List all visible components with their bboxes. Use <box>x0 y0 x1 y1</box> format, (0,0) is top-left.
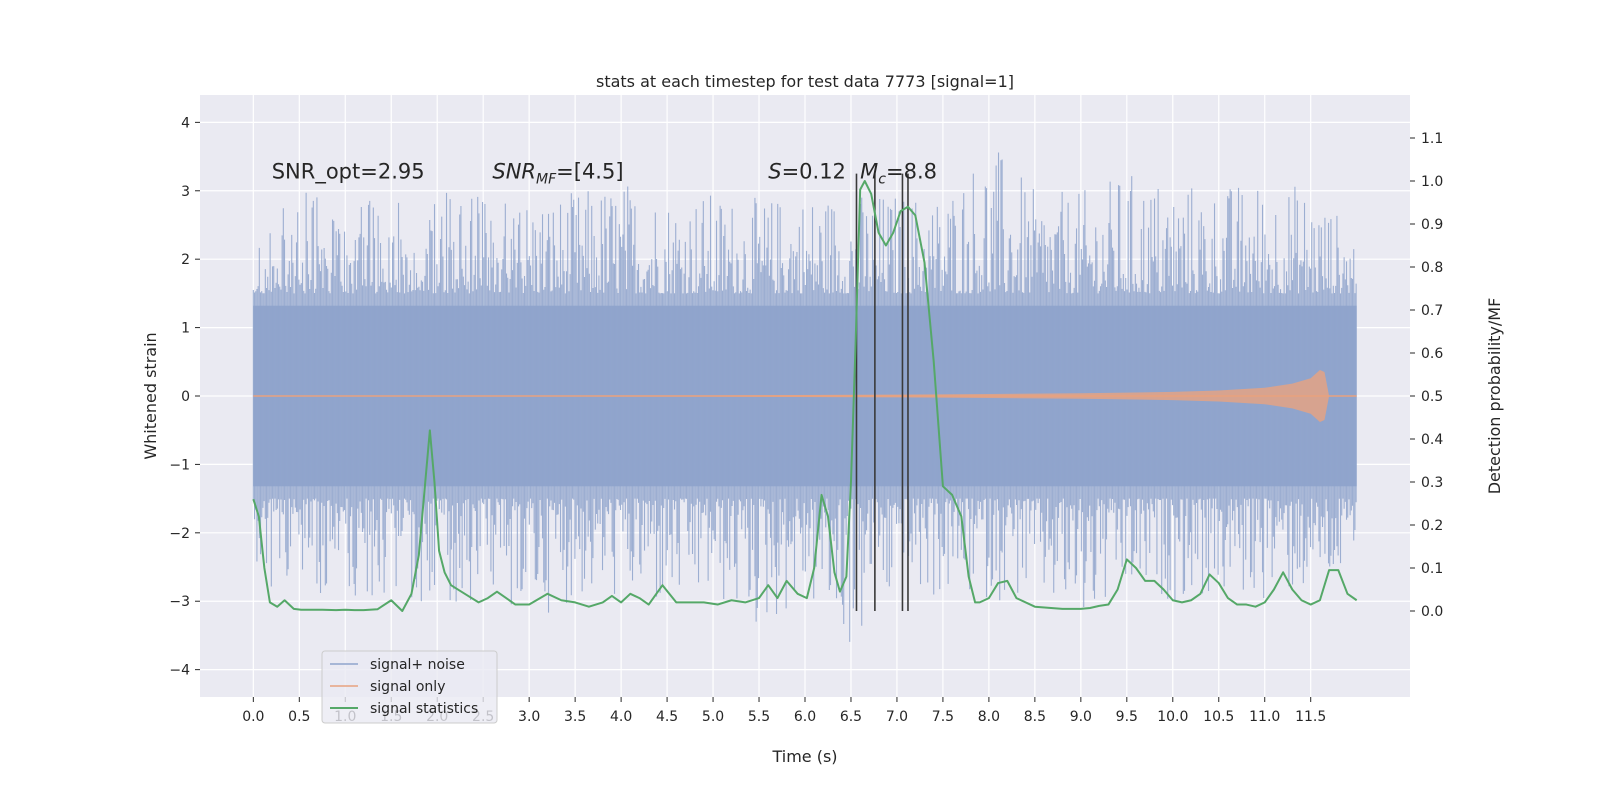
right-tick-label-7: 0.7 <box>1421 303 1443 319</box>
y-tick-label-4: 0 <box>181 389 190 405</box>
right-tick-label-4: 0.4 <box>1421 432 1443 448</box>
y-tick-label-2: −2 <box>169 526 190 542</box>
x-tick-label-9: 4.5 <box>656 709 678 725</box>
y-tick-label-5: 1 <box>181 321 190 337</box>
right-tick-label-10: 1.0 <box>1421 174 1443 190</box>
annotation-3: Mc=8.8 <box>860 159 937 187</box>
legend: signal+ noise signal only signal statist… <box>321 650 498 724</box>
right-tick-label-11: 1.1 <box>1421 131 1443 147</box>
x-tick-label-20: 10.0 <box>1157 709 1188 725</box>
legend-label-signal-noise: signal+ noise <box>370 657 465 673</box>
legend-label-signal-statistics: signal statistics <box>370 701 478 717</box>
x-axis-label: Time (s) <box>771 747 837 766</box>
y-tick-label-1: −3 <box>169 594 190 610</box>
y-tick-label-3: −1 <box>169 457 190 473</box>
signal-only-layer <box>253 370 1357 422</box>
y-tick-label-8: 4 <box>181 115 190 131</box>
annotations: SNR_opt=2.95 SNRMF=[4.5] S=0.12 Mc=8.8 <box>272 159 937 187</box>
annotation-2: S=0.12 <box>768 159 846 183</box>
right-axis-label: Detection probability/MF <box>1485 298 1504 495</box>
y-axis-label: Whitened strain <box>141 332 160 459</box>
y-tick-label-0: −4 <box>169 663 190 679</box>
y-tick-label-6: 2 <box>181 252 190 268</box>
right-tick-label-3: 0.3 <box>1421 475 1443 491</box>
series-signal-noise <box>252 152 1357 642</box>
x-tick-label-19: 9.5 <box>1116 709 1138 725</box>
annotation-1: SNRMF=[4.5] <box>492 159 623 187</box>
x-tick-label-21: 10.5 <box>1203 709 1234 725</box>
right-axis-ticks: 0.0 0.1 0.2 0.3 0.4 0.5 0.6 0.7 0.8 0.9 1.0 1.1 <box>1410 131 1443 620</box>
x-tick-label-0: 0.0 <box>242 709 264 725</box>
x-tick-label-8: 4.0 <box>610 709 632 725</box>
x-tick-label-17: 8.5 <box>1024 709 1046 725</box>
x-tick-label-23: 11.5 <box>1295 709 1326 725</box>
x-tick-label-11: 5.5 <box>748 709 770 725</box>
noise-layer <box>252 152 1357 642</box>
x-tick-label-6: 3.0 <box>518 709 540 725</box>
right-tick-label-1: 0.1 <box>1421 561 1443 577</box>
right-tick-label-6: 0.6 <box>1421 346 1443 362</box>
y-axis-ticks: −4 −3 −2 −1 0 1 2 3 4 <box>169 115 200 679</box>
x-tick-label-22: 11.0 <box>1249 709 1280 725</box>
legend-box <box>321 650 498 724</box>
x-tick-label-7: 3.5 <box>564 709 586 725</box>
chart-title: stats at each timestep for test data 777… <box>596 72 1014 91</box>
x-tick-label-15: 7.5 <box>932 709 954 725</box>
signal-statistics-layer <box>252 180 1358 612</box>
y-tick-label-7: 3 <box>181 184 190 200</box>
x-tick-label-18: 9.0 <box>1070 709 1092 725</box>
right-tick-label-9: 0.9 <box>1421 217 1443 233</box>
x-tick-label-10: 5.0 <box>702 709 724 725</box>
right-tick-label-5: 0.5 <box>1421 389 1443 405</box>
right-tick-label-2: 0.2 <box>1421 518 1443 534</box>
annotation-0: SNR_opt=2.95 <box>272 159 425 184</box>
right-tick-label-0: 0.0 <box>1421 604 1443 620</box>
right-tick-label-8: 0.8 <box>1421 260 1443 276</box>
x-tick-label-1: 0.5 <box>288 709 310 725</box>
x-tick-label-12: 6.0 <box>794 709 816 725</box>
legend-label-signal-only: signal only <box>370 679 445 695</box>
vertical-markers <box>855 173 909 611</box>
series-signal-statistics <box>252 180 1358 612</box>
x-tick-label-14: 7.0 <box>886 709 908 725</box>
x-tick-label-13: 6.5 <box>840 709 862 725</box>
x-tick-label-16: 8.0 <box>978 709 1000 725</box>
